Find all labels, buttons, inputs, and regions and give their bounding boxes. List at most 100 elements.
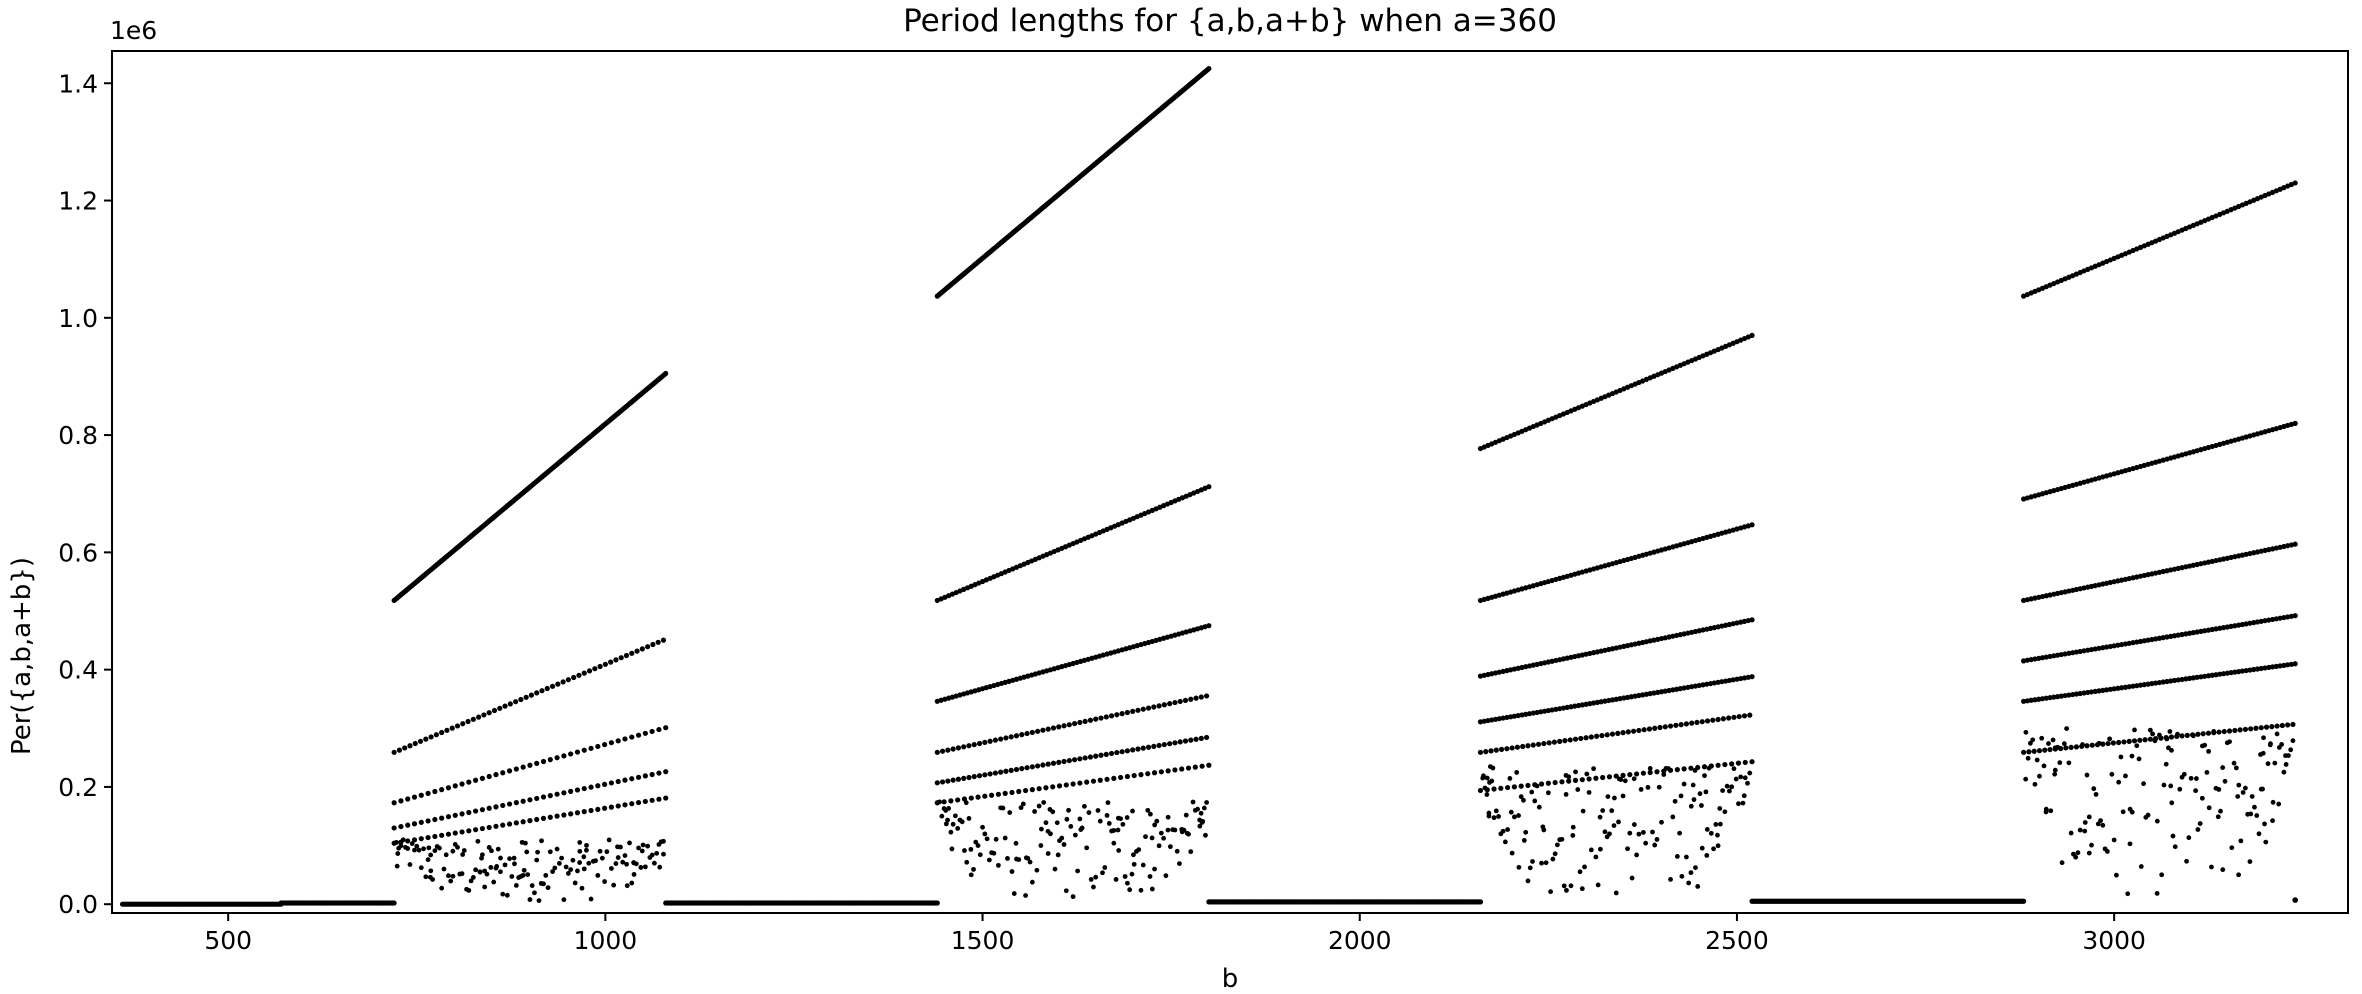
data-point [1551,739,1557,745]
data-point [1119,749,1125,755]
data-point [1149,886,1155,892]
data-point [482,884,488,890]
data-point [1691,797,1697,802]
data-point [430,877,436,882]
data-point [1072,832,1078,838]
data-point [1525,878,1531,884]
data-point [2043,809,2049,815]
data-point [640,842,646,848]
data-point [432,816,438,823]
y-offset-label: 1e6 [110,16,157,45]
data-point [624,883,630,889]
data-point [968,795,974,801]
data-point [660,637,667,643]
data-point [1536,804,1542,810]
data-point [511,855,517,861]
data-point [1545,790,1551,796]
data-point [613,657,619,663]
data-point [1704,853,1710,858]
data-point [2236,782,2242,788]
data-point [1066,757,1072,764]
data-point [2137,737,2143,743]
data-point [1050,760,1057,766]
data-point [1681,766,1687,772]
data-point [1520,743,1526,750]
data-point [1127,887,1133,893]
data-point [394,840,399,845]
data-point [534,760,540,766]
data-point [2129,753,2135,759]
data-point [525,872,531,877]
data-point [1154,818,1160,824]
data-point [574,810,581,816]
data-point [1677,830,1683,836]
data-point [2057,760,2063,766]
data-point [2164,736,2170,742]
data-point [2052,767,2058,773]
data-point [1539,860,1544,866]
data-point [2138,864,2144,869]
data-point [1684,854,1689,860]
data-point [649,797,655,803]
data-point [1741,713,1748,719]
data-point [574,749,581,755]
data-point [982,772,988,778]
data-point [1694,719,1700,726]
data-point [1093,874,1099,880]
data-point [2168,783,2174,789]
data-point [615,844,620,850]
data-point [540,758,547,765]
data-point [1156,703,1162,709]
data-point [2205,730,2212,736]
data-point [1115,827,1121,833]
data-point [1689,720,1695,726]
data-point [577,860,583,865]
data-point [950,746,956,752]
data-point [1140,706,1146,712]
data-point [2105,740,2111,747]
data-point [1135,707,1141,713]
data-point [2270,799,2276,805]
data-point [400,837,406,843]
data-point [1620,772,1626,778]
data-point [2023,776,2029,782]
data-point [1140,862,1146,868]
data-point [652,860,657,866]
data-point [395,851,401,856]
data-point [479,855,484,861]
data-point [2216,729,2222,735]
data-point [1729,784,1735,790]
y-tick-label: 1.2 [58,187,98,216]
data-point [1611,823,1617,828]
data-point [1032,809,1038,814]
data-point [595,783,601,789]
data-point [554,755,560,761]
data-point [1715,716,1721,723]
data-point [566,871,571,876]
data-point [1130,808,1135,814]
data-point [1197,823,1203,829]
data-point [1724,783,1730,789]
data-point [550,869,555,874]
data-point [1662,724,1668,730]
data-point [1616,776,1622,782]
data-point [2226,728,2233,734]
data-point [934,900,940,906]
data-point [1477,899,1484,905]
data-point [521,867,527,873]
data-point [2292,420,2298,426]
data-point [2061,741,2067,747]
data-point [1566,778,1572,784]
data-point [1550,856,1556,862]
data-point [1518,794,1524,800]
data-point [2041,763,2047,769]
data-point [623,652,630,659]
data-point [1683,721,1689,727]
data-point [592,666,598,672]
data-point [1530,742,1536,748]
data-point [1082,803,1087,809]
data-point [500,822,506,828]
data-point [575,868,580,874]
data-point [611,882,617,888]
data-point [663,370,669,377]
